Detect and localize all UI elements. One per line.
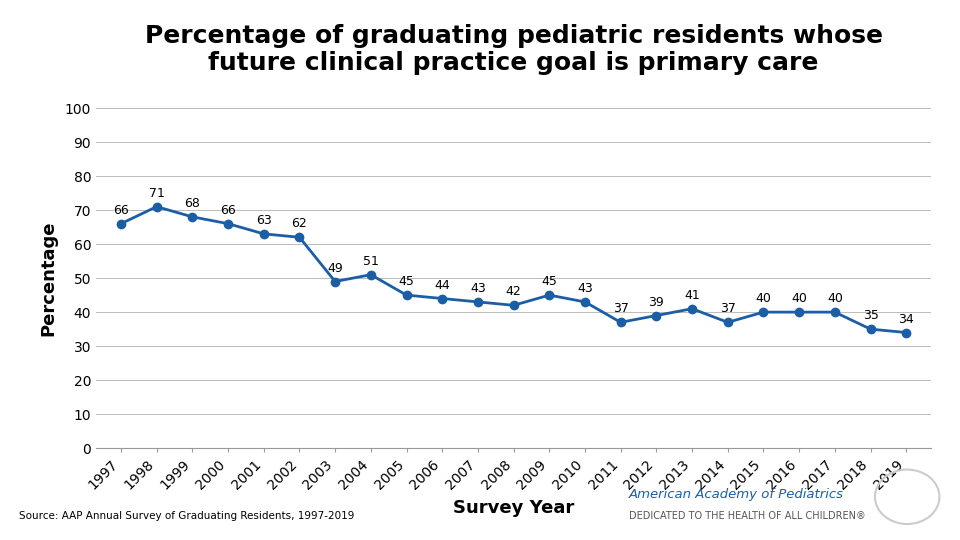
Text: 43: 43 [470,282,486,295]
Text: 37: 37 [612,302,629,315]
Text: 63: 63 [256,214,272,227]
Text: 45: 45 [541,275,557,288]
Text: DEDICATED TO THE HEALTH OF ALL CHILDREN®: DEDICATED TO THE HEALTH OF ALL CHILDREN® [629,511,866,521]
Text: 66: 66 [113,204,129,217]
Text: American Academy of Pediatrics: American Academy of Pediatrics [629,488,844,501]
X-axis label: Survey Year: Survey Year [453,499,574,517]
Text: future clinical practice goal is primary care: future clinical practice goal is primary… [208,51,819,75]
Text: Percentage of graduating pediatric residents whose: Percentage of graduating pediatric resid… [145,24,882,48]
Text: 44: 44 [434,279,450,292]
Text: 42: 42 [506,285,521,299]
Text: 68: 68 [184,197,201,210]
Text: 40: 40 [756,292,772,305]
Text: 71: 71 [149,187,164,200]
Text: 37: 37 [720,302,735,315]
Text: 51: 51 [363,255,379,268]
Text: 49: 49 [327,261,343,274]
Text: Source: AAP Annual Survey of Graduating Residents, 1997-2019: Source: AAP Annual Survey of Graduating … [19,511,354,521]
Text: 40: 40 [791,292,807,305]
Y-axis label: Percentage: Percentage [39,220,58,336]
Text: 40: 40 [827,292,843,305]
Text: 62: 62 [292,217,307,231]
Text: 45: 45 [398,275,415,288]
Text: 41: 41 [684,289,700,302]
Text: 35: 35 [863,309,878,322]
Text: 39: 39 [649,295,664,308]
Text: 43: 43 [577,282,593,295]
Text: 66: 66 [220,204,236,217]
Text: 34: 34 [899,313,914,326]
